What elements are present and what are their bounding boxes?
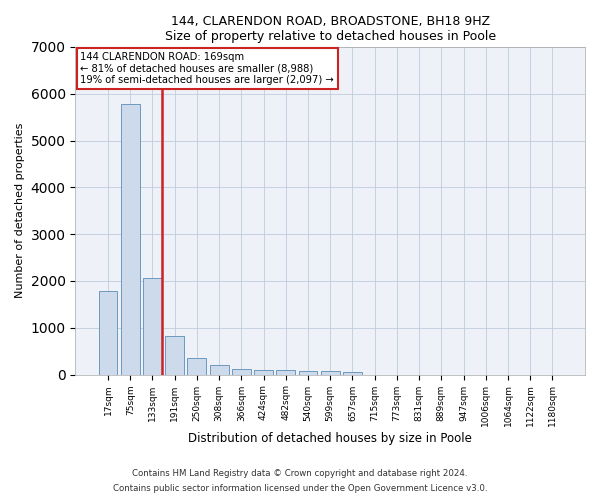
Bar [254,370,273,374]
Text: Contains HM Land Registry data © Crown copyright and database right 2024.: Contains HM Land Registry data © Crown c… [132,469,468,478]
Bar [209,365,229,374]
Bar [277,370,295,374]
Bar [165,336,184,374]
Bar [143,278,162,374]
Bar [321,372,340,374]
Text: 144 CLARENDON ROAD: 169sqm
← 81% of detached houses are smaller (8,988)
19% of s: 144 CLARENDON ROAD: 169sqm ← 81% of deta… [80,52,334,85]
Bar [299,370,317,374]
Bar [121,104,140,374]
Bar [232,369,251,374]
Text: Contains public sector information licensed under the Open Government Licence v3: Contains public sector information licen… [113,484,487,493]
Y-axis label: Number of detached properties: Number of detached properties [15,123,25,298]
Title: 144, CLARENDON ROAD, BROADSTONE, BH18 9HZ
Size of property relative to detached : 144, CLARENDON ROAD, BROADSTONE, BH18 9H… [164,15,496,43]
Bar [98,292,118,374]
Bar [187,358,206,374]
X-axis label: Distribution of detached houses by size in Poole: Distribution of detached houses by size … [188,432,472,445]
Bar [343,372,362,374]
